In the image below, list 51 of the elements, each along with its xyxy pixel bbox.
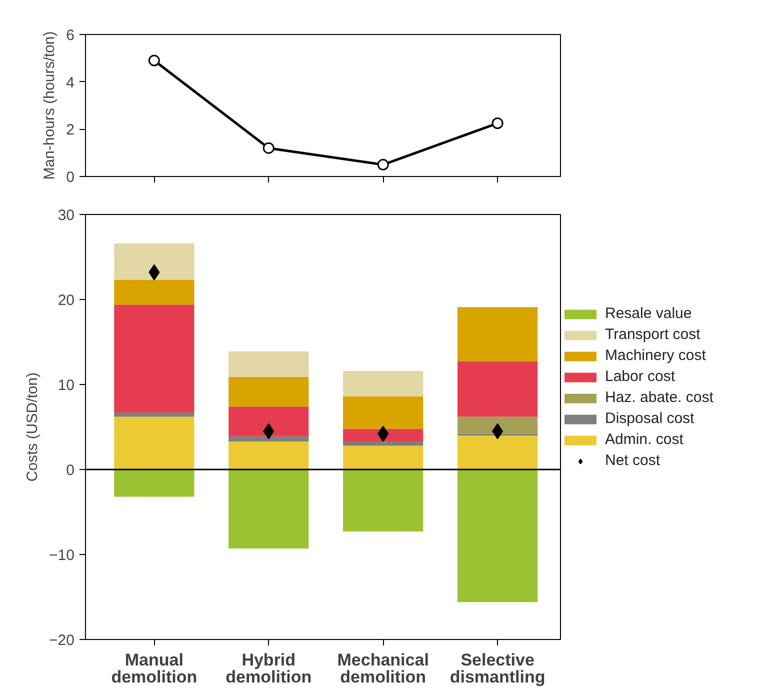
point — [492, 118, 504, 129]
bar — [343, 370, 424, 396]
y-tick-label: 0 — [66, 169, 74, 186]
bar — [228, 436, 309, 442]
bar — [457, 362, 538, 417]
bar — [114, 470, 194, 497]
bar — [228, 470, 309, 549]
bar — [114, 243, 194, 280]
y-tick-label: 20 — [58, 292, 75, 309]
bar — [343, 428, 424, 442]
y-tick-label: −20 — [49, 632, 75, 649]
legend-label: Transport cost — [605, 326, 700, 343]
bar — [457, 307, 538, 362]
y-tick-label: 10 — [58, 377, 75, 394]
point — [148, 54, 160, 66]
bar — [114, 416, 194, 470]
y-tick-label: 2 — [66, 122, 74, 139]
x-tick-label: Hybrid demolition — [226, 650, 312, 687]
bar — [343, 396, 424, 429]
bar — [228, 351, 309, 377]
y-axis-title: Man-hours (hours/ton) — [41, 31, 58, 180]
y-tick-label: 0 — [66, 462, 74, 479]
y-tick-label: 6 — [66, 27, 74, 44]
legend-label: Labor cost — [605, 368, 676, 385]
y-tick-label: 30 — [58, 207, 75, 224]
bar — [228, 406, 309, 436]
bar — [343, 441, 424, 446]
legend-label: Disposal cost — [605, 410, 694, 427]
y-axis-title: Costs (USD/ton) — [24, 372, 42, 482]
x-tick-label: Selective dismantling — [450, 650, 546, 687]
x-tick-label: Mechanical demolition — [337, 650, 429, 687]
y-tick-label: 4 — [66, 74, 74, 92]
bar — [343, 470, 424, 532]
bar — [228, 376, 309, 407]
legend-label: Haz. abate. cost — [605, 389, 714, 406]
bar — [228, 441, 309, 470]
x-tick-label: Manual demolition — [111, 650, 198, 687]
bar — [457, 436, 538, 470]
bar — [114, 412, 194, 417]
legend-label: Admin. cost — [605, 431, 684, 448]
legend-label: Net cost — [605, 452, 660, 469]
bar — [343, 446, 424, 470]
legend-label: Machinery cost — [605, 347, 706, 364]
legend-label: Resale value — [605, 305, 692, 322]
bar — [114, 280, 194, 305]
bar — [114, 304, 194, 413]
bar — [457, 470, 538, 602]
point — [377, 158, 389, 170]
bar — [457, 416, 538, 434]
point — [262, 142, 274, 154]
y-tick-label: −10 — [49, 547, 75, 564]
